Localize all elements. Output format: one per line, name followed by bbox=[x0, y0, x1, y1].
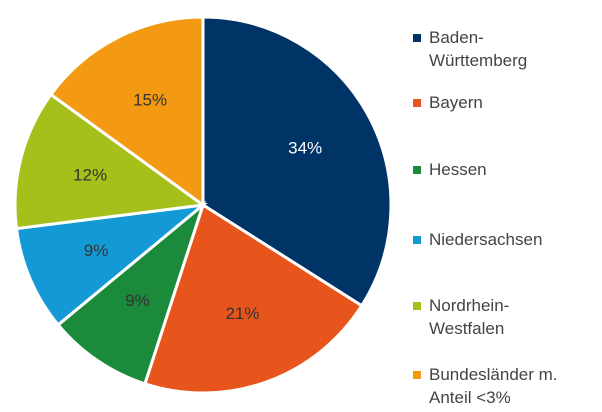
data-label: 12% bbox=[73, 165, 107, 184]
pie-slice bbox=[56, 200, 207, 386]
legend-label: Hessen bbox=[429, 160, 487, 179]
data-label: 9% bbox=[84, 241, 109, 260]
legend-item: Bayern bbox=[413, 91, 579, 114]
pie-slice bbox=[14, 202, 208, 327]
legend-label: Bayern bbox=[429, 93, 483, 112]
legend-label: Bundesländer m. Anteil <3% bbox=[429, 365, 558, 407]
data-label: 34% bbox=[288, 138, 322, 157]
legend-swatch bbox=[413, 166, 421, 174]
legend-label: Baden-Württemberg bbox=[429, 28, 528, 70]
legend-item: Hessen bbox=[413, 158, 579, 181]
legend-swatch bbox=[413, 34, 421, 42]
legend-swatch bbox=[413, 302, 421, 310]
data-label: 21% bbox=[225, 304, 259, 323]
data-label: 15% bbox=[133, 91, 167, 110]
pie-slice bbox=[13, 92, 207, 231]
pie-slice bbox=[143, 202, 364, 395]
pie-slice bbox=[48, 15, 205, 208]
legend-swatch bbox=[413, 236, 421, 244]
data-label: 9% bbox=[125, 291, 150, 310]
legend-item: Baden-Württemberg bbox=[413, 26, 579, 72]
legend-label: Niedersachsen bbox=[429, 230, 543, 249]
legend-item: Bundesländer m. Anteil <3% bbox=[413, 363, 579, 409]
legend-swatch bbox=[413, 371, 421, 379]
legend-item: Nordrhein-Westfalen bbox=[413, 294, 579, 340]
legend-item: Niedersachsen bbox=[413, 228, 579, 251]
legend-swatch bbox=[413, 99, 421, 107]
legend-label: Nordrhein-Westfalen bbox=[429, 296, 510, 338]
